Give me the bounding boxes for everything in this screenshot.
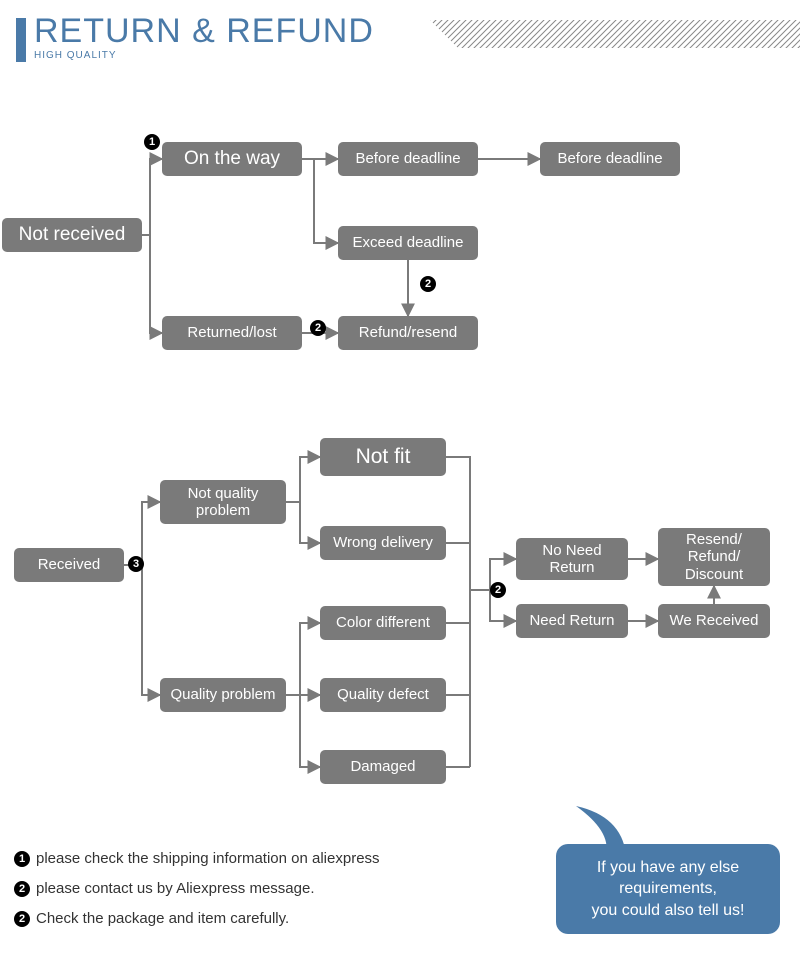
flow-node-nqp: Not qualityproblem (160, 480, 286, 524)
flow-node-returned_lost: Returned/lost (162, 316, 302, 350)
legend-badge-icon: 2 (14, 881, 30, 897)
legend-row: 2 please contact us by Aliexpress message… (14, 880, 314, 897)
flow-node-refund_resend: Refund/resend (338, 316, 478, 350)
legend-row: 1 please check the shipping information o… (14, 850, 380, 867)
flow-node-before1: Before deadline (338, 142, 478, 176)
flow-node-before2: Before deadline (540, 142, 680, 176)
flow-node-we_received: We Received (658, 604, 770, 638)
badge-1: 1 (144, 134, 160, 150)
badge-2: 2 (490, 582, 506, 598)
flow-node-received: Received (14, 548, 124, 582)
flow-node-wrong_delivery: Wrong delivery (320, 526, 446, 560)
badge-2: 2 (310, 320, 326, 336)
badge-2: 2 (420, 276, 436, 292)
flow-node-no_need_return: No NeedReturn (516, 538, 628, 580)
legend-badge-icon: 2 (14, 911, 30, 927)
callout-bubble-tail (576, 806, 636, 856)
flow-node-exceed: Exceed deadline (338, 226, 478, 260)
legend-text: Check the package and item carefully. (36, 910, 289, 927)
flow-node-need_return: Need Return (516, 604, 628, 638)
flow-node-color_diff: Color different (320, 606, 446, 640)
header-accent-bar (16, 18, 26, 62)
legend-row: 2 Check the package and item carefully. (14, 910, 289, 927)
page-subtitle: HIGH QUALITY (34, 50, 117, 61)
header-hatch-pattern (430, 20, 800, 48)
legend-text: please contact us by Aliexpress message. (36, 880, 314, 897)
flow-node-damaged: Damaged (320, 750, 446, 784)
page-title: RETURN & REFUND (34, 12, 374, 51)
flow-node-qp: Quality problem (160, 678, 286, 712)
legend-badge-icon: 1 (14, 851, 30, 867)
legend-text: please check the shipping information on… (36, 850, 380, 867)
badge-3: 3 (128, 556, 144, 572)
flow-node-quality_defect: Quality defect (320, 678, 446, 712)
flow-node-resend_refund: Resend/Refund/Discount (658, 528, 770, 586)
callout-bubble-body: If you have any elserequirements,you cou… (556, 844, 780, 934)
flow-node-not_fit: Not fit (320, 438, 446, 476)
flow-node-not_received: Not received (2, 218, 142, 252)
flow-node-on_the_way: On the way (162, 142, 302, 176)
